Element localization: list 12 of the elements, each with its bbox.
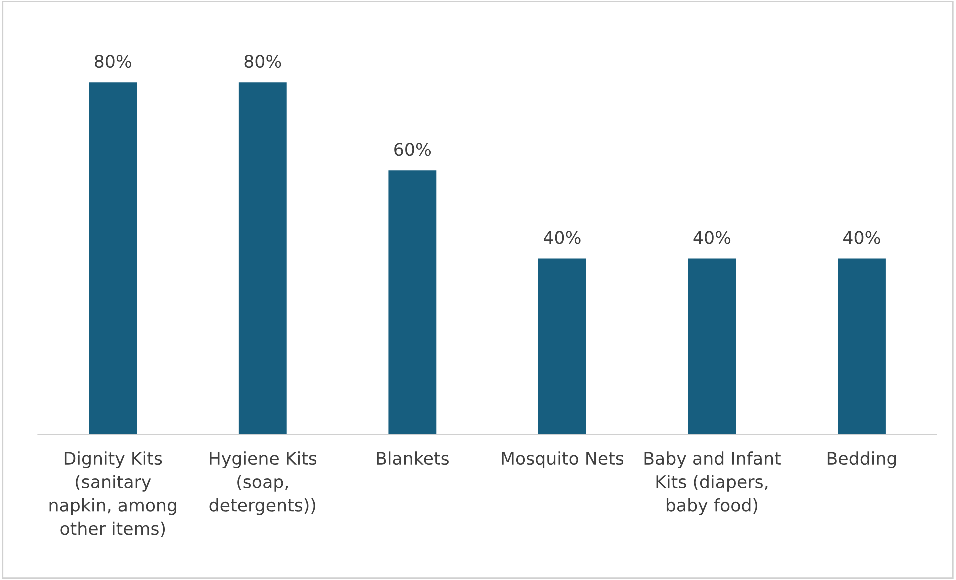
x-tick-label: Blankets [377,452,449,466]
x-tick-label: Baby and Infant Kits (diapers, baby food) [644,452,781,516]
data-label: 80% [244,54,282,68]
x-tick-label: Hygiene Kits (soap, detergents)) [210,452,317,516]
data-label: 40% [844,231,880,244]
data-label: 40% [544,231,581,244]
x-tick-label: Mosquito Nets [502,452,624,468]
data-label: 40% [694,231,731,244]
x-tick-label: Dignity Kits (sanitary napkin, among other items) [50,452,176,538]
data-label: 80% [95,54,132,68]
x-tick-label: Bedding [828,452,896,468]
data-label: 60% [394,143,432,156]
